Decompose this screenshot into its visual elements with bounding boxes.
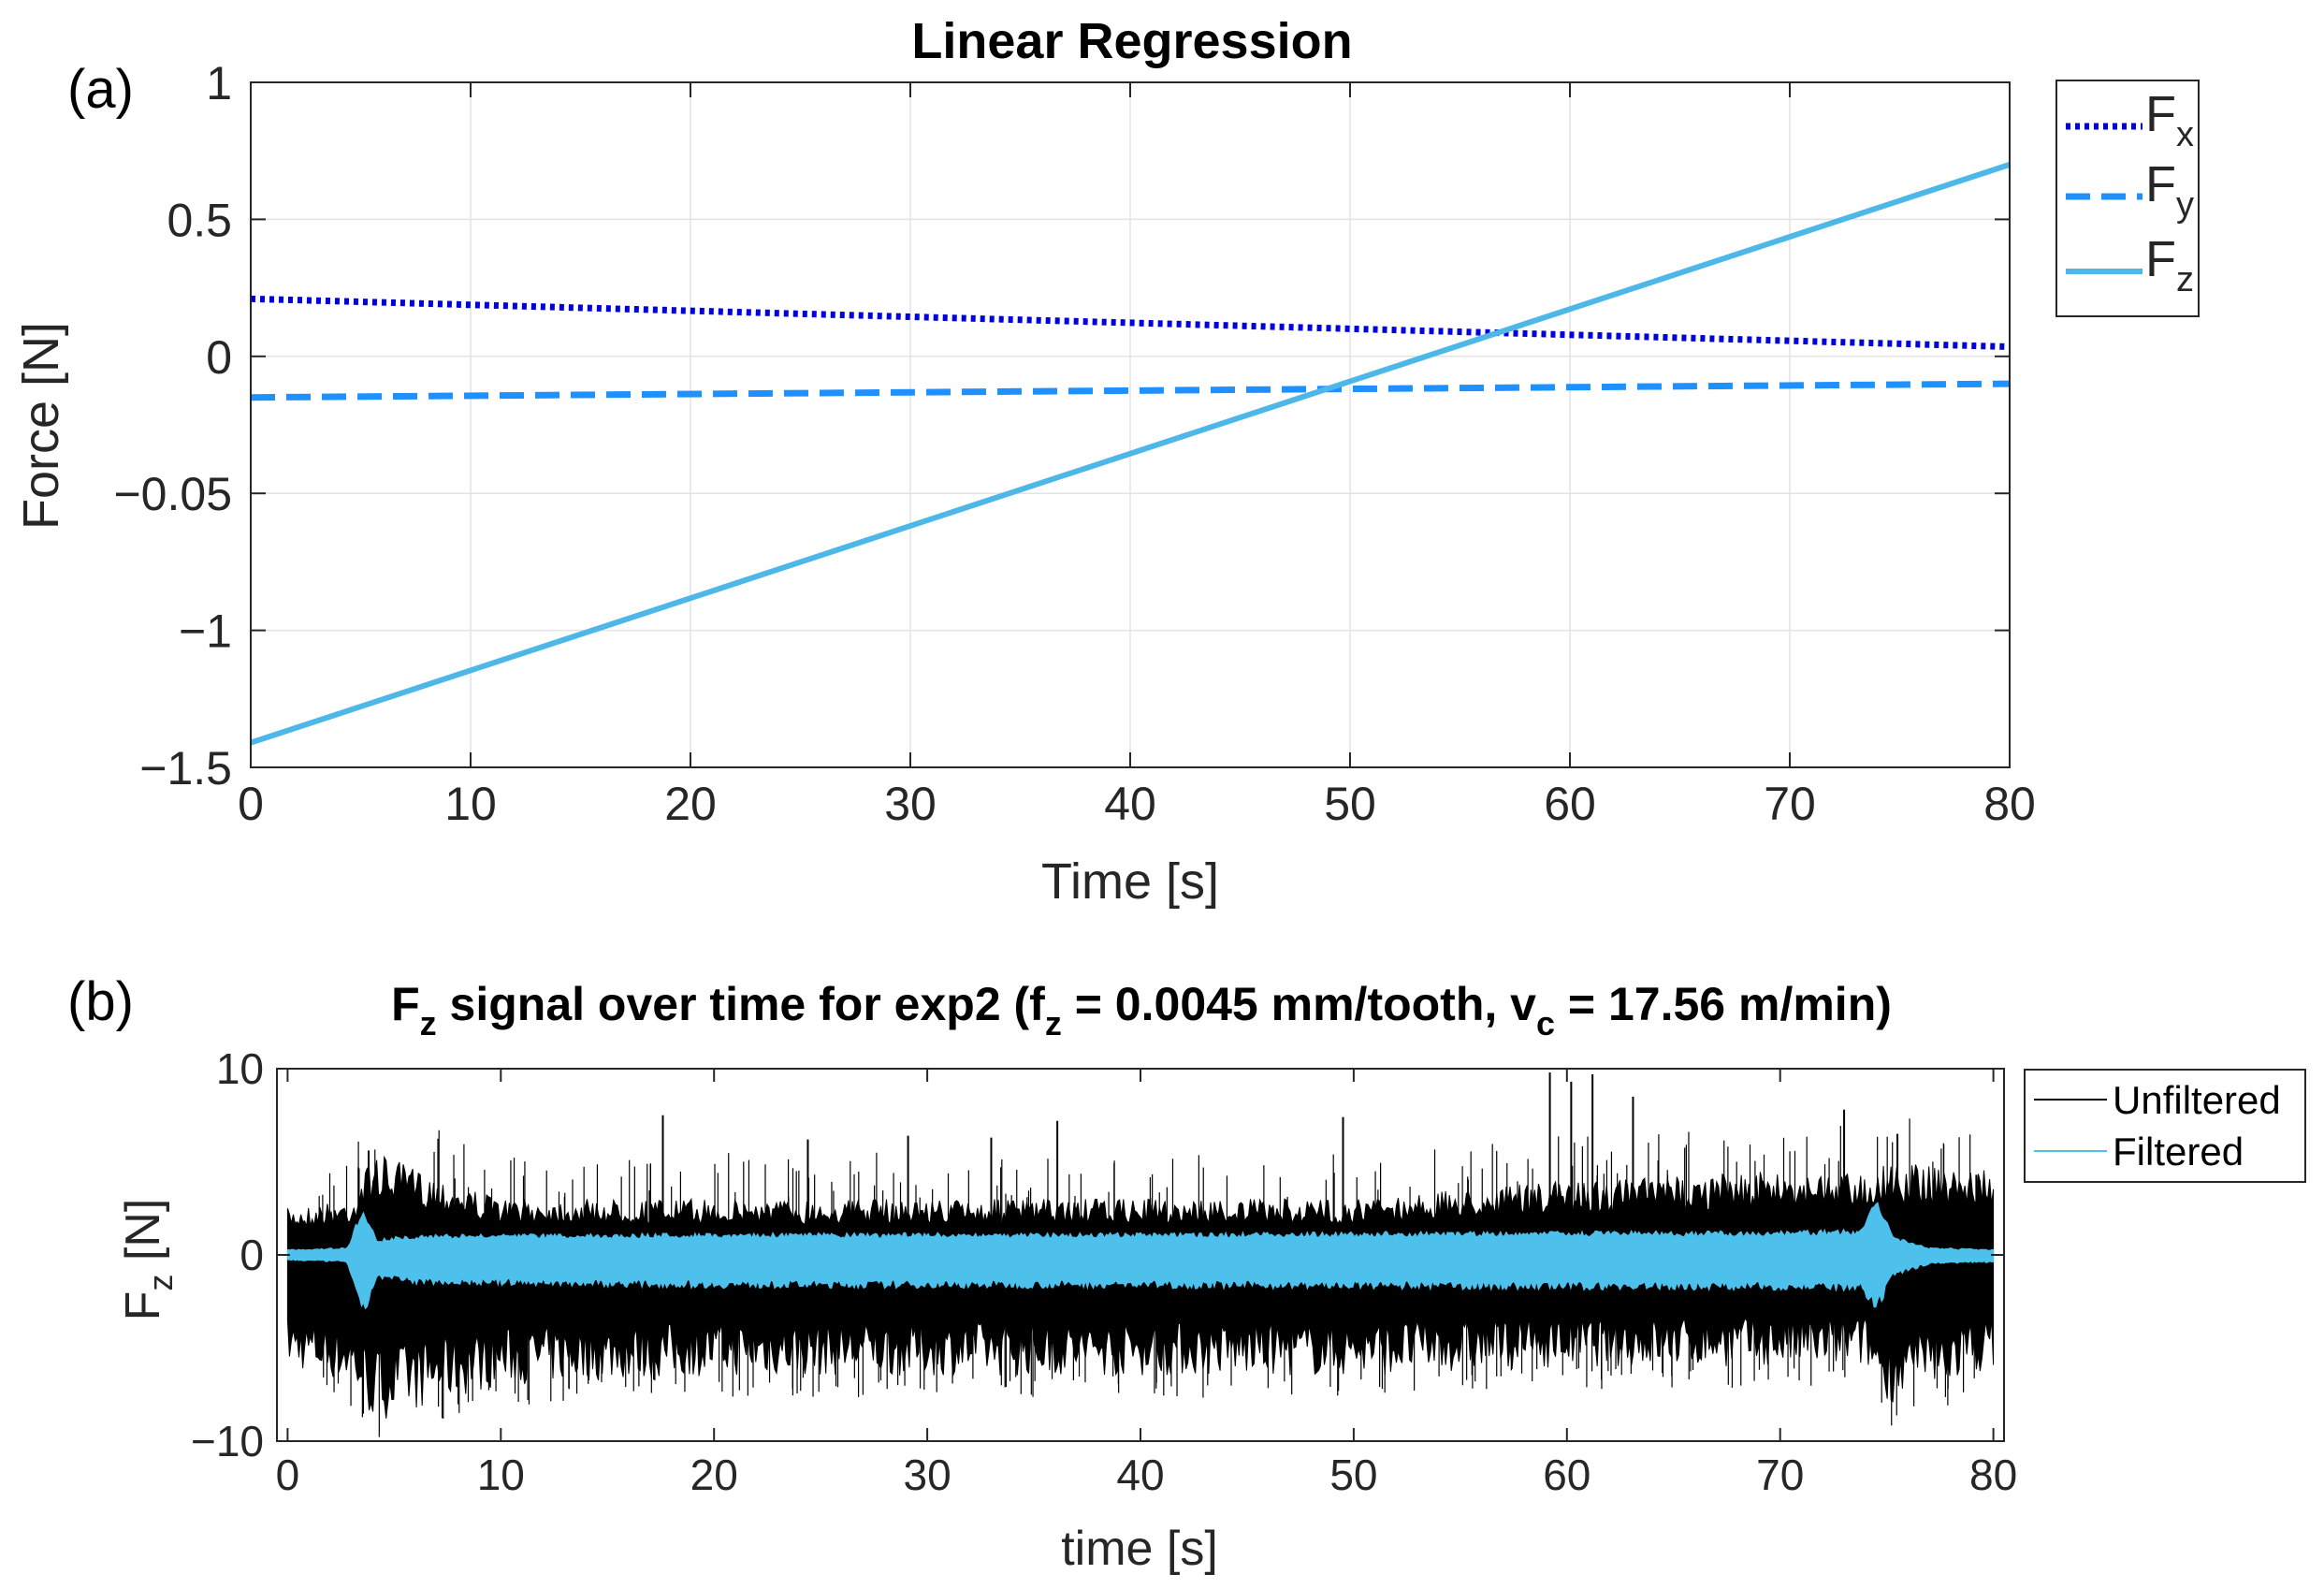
panel-b-fz-signal: (b) Fz signal over time for exp2 (fz = 0… — [67, 971, 2306, 1576]
legend-fx-label: Fx — [2145, 86, 2194, 154]
y-tick-label: 10 — [216, 1044, 264, 1093]
panel-a-x-axis-label: Time [s] — [1041, 853, 1219, 910]
x-tick-label: 30 — [904, 1451, 951, 1499]
panel-b-legend: Unfiltered Filtered — [2024, 1069, 2306, 1183]
y-tick-label: −1 — [179, 605, 232, 658]
y-tick-label: 0.5 — [167, 194, 232, 246]
x-tick-label: 10 — [477, 1451, 525, 1499]
x-tick-label: 80 — [1983, 778, 2036, 830]
y-tick-label: 1 — [206, 57, 232, 109]
y-tick-label: 0 — [240, 1231, 264, 1279]
y-tick-label: 0 — [206, 331, 232, 384]
panel-b-label: (b) — [67, 971, 134, 1032]
panel-b-legend-box — [2024, 1069, 2306, 1183]
panel-a-linear-regression: (a) Linear Regression 0 10 20 30 40 50 60 70 80 … — [13, 13, 2200, 910]
panel-a-x-tick-labels: 0 10 20 30 40 50 60 70 80 — [238, 778, 2036, 830]
panel-b-y-axis-label: Fz [N] — [116, 1199, 180, 1321]
panel-b-ticks — [277, 1068, 2004, 1442]
legend-fz-label: Fz — [2145, 231, 2194, 299]
panel-a-label: (a) — [67, 59, 134, 120]
panel-b-title: Fz signal over time for exp2 (fz = 0.004… — [391, 978, 1892, 1042]
x-tick-label: 80 — [1969, 1451, 2017, 1499]
x-tick-label: 50 — [1329, 1451, 1377, 1499]
x-tick-label: 40 — [1116, 1451, 1164, 1499]
y-tick-label: −1.5 — [139, 742, 232, 794]
x-tick-label: 10 — [444, 778, 497, 830]
x-tick-label: 40 — [1104, 778, 1156, 830]
panel-a-y-axis-label: Force [N] — [13, 322, 69, 530]
x-tick-label: 20 — [690, 1451, 738, 1499]
x-tick-label: 30 — [884, 778, 937, 830]
series-fx-line — [250, 295, 2011, 351]
legend-unfiltered-label: Unfiltered — [2113, 1078, 2281, 1122]
series-fz-line — [250, 161, 2011, 746]
x-tick-label: 0 — [238, 778, 264, 830]
panel-b-x-tick-labels: 0 10 20 30 40 50 60 70 80 — [276, 1451, 2018, 1499]
x-tick-label: 50 — [1324, 778, 1376, 830]
x-tick-label: 60 — [1544, 778, 1596, 830]
x-tick-label: 70 — [1764, 778, 1816, 830]
panel-b-y-tick-labels: 10 0 −10 — [191, 1044, 264, 1465]
x-tick-label: 70 — [1756, 1451, 1804, 1499]
series-fy-line — [250, 380, 2011, 401]
panel-b-x-axis-label: time [s] — [1061, 1522, 1218, 1576]
x-tick-label: 0 — [276, 1451, 300, 1499]
x-tick-label: 60 — [1543, 1451, 1590, 1499]
filtered-signal-band — [286, 1202, 1995, 1310]
panel-a-series — [250, 161, 2011, 746]
panel-a-title: Linear Regression — [911, 13, 1352, 69]
panel-a-y-tick-labels: 1 0.5 0 −0.05 −1 −1.5 — [113, 57, 232, 794]
panel-a-legend: Fx Fy Fz — [2055, 80, 2200, 317]
legend-fy-label: Fy — [2145, 156, 2194, 225]
series-filtered — [286, 1202, 1995, 1310]
legend-filtered-label: Filtered — [2113, 1130, 2244, 1174]
y-tick-label: −0.05 — [113, 468, 232, 520]
panel-a-ticks — [250, 81, 2011, 768]
x-tick-label: 20 — [664, 778, 717, 830]
y-tick-label: −10 — [191, 1417, 264, 1465]
